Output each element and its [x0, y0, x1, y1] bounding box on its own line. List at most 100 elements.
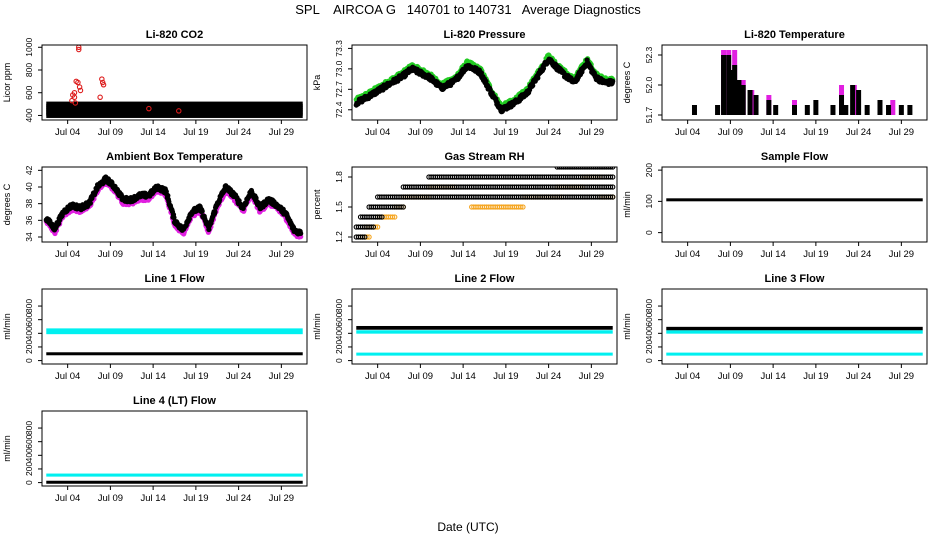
- series-primary: [353, 167, 616, 240]
- data-point: [212, 209, 218, 215]
- data-bar: [907, 105, 913, 115]
- data-point: [400, 204, 406, 210]
- plot-frame: [41, 410, 308, 487]
- series-primary: [353, 56, 616, 115]
- x-tick-label: Jul 09: [98, 127, 123, 138]
- data-bar: [864, 105, 870, 115]
- x-tick-label: Jul 24: [226, 127, 251, 138]
- data-point: [97, 94, 103, 101]
- y-tick-label: 52.3: [644, 46, 654, 63]
- data-bar: [898, 105, 904, 115]
- x-tick-label: Jul 09: [408, 371, 433, 382]
- plot-frame: [661, 44, 928, 121]
- x-tick-label: Jul 04: [365, 249, 390, 260]
- x-tick-label: Jul 19: [803, 127, 828, 138]
- series-primary: [46, 352, 303, 356]
- y-tick-label: 0: [24, 358, 34, 363]
- data-point: [607, 194, 614, 200]
- data-bar: [691, 105, 697, 115]
- panel-title: Sample Flow: [761, 151, 829, 163]
- data-bar: [740, 85, 746, 115]
- panel-title: Li-820 Pressure: [444, 29, 526, 41]
- x-tick-label: Jul 14: [450, 371, 475, 382]
- x-tick-label: Jul 24: [846, 371, 871, 382]
- data-bar: [753, 95, 759, 115]
- x-tick-label: Jul 09: [408, 127, 433, 138]
- data-bar: [839, 95, 845, 115]
- y-tick-label: 800: [24, 299, 34, 313]
- data-point: [607, 184, 614, 190]
- x-tick-label: Jul 14: [760, 127, 785, 138]
- x-tick-label: Jul 19: [493, 127, 518, 138]
- data-point: [99, 76, 105, 82]
- data-bar: [721, 55, 727, 115]
- panel-ylabel: ml/min: [2, 313, 12, 340]
- x-tick-label: Jul 04: [55, 127, 80, 138]
- x-tick-label: Jul 19: [183, 371, 208, 382]
- x-tick-label: Jul 29: [269, 127, 294, 138]
- data-bar: [877, 100, 883, 115]
- data-point: [75, 79, 81, 86]
- x-tick-label: Jul 04: [365, 371, 390, 382]
- data-point: [560, 167, 567, 170]
- x-tick-label: Jul 09: [98, 371, 123, 382]
- data-layer: [353, 167, 616, 240]
- y-tick-label: 200: [24, 462, 34, 476]
- x-tick-label: Jul 24: [846, 127, 871, 138]
- data-point: [298, 230, 304, 237]
- data-bar: [856, 90, 862, 115]
- data-point: [398, 204, 404, 210]
- data-bar: [830, 105, 836, 115]
- data-point: [377, 214, 383, 220]
- y-tick-label: 72.7: [334, 81, 344, 98]
- x-tick-label: Jul 14: [760, 249, 785, 260]
- series-tertiary: [666, 352, 923, 356]
- x-tick-label: Jul 24: [226, 249, 251, 260]
- data-point: [362, 234, 368, 240]
- panel-ylabel: Licor ppm: [2, 63, 12, 103]
- data-point: [605, 167, 612, 170]
- data-point: [77, 87, 84, 94]
- data-point: [567, 167, 573, 170]
- x-tick-label: Jul 09: [718, 127, 743, 138]
- data-band: [46, 473, 303, 477]
- panel-ylabel: kPa: [312, 75, 322, 91]
- panels-group: Li-820 CO2 Licor ppm Jul 04 Jul 09 Jul 14 Jul…: [2, 29, 928, 504]
- data-bar: [792, 105, 797, 115]
- data-layer: [43, 174, 304, 240]
- panel-title: Line 2 Flow: [455, 273, 515, 285]
- panel-sample-flow: Sample Flow ml/min Jul 04 Jul 09 Jul 14 Jul 1…: [622, 151, 928, 260]
- x-tick-label: Jul 24: [226, 493, 251, 504]
- data-point: [389, 214, 396, 220]
- data-point: [607, 167, 614, 170]
- data-band: [46, 328, 303, 335]
- data-band: [666, 326, 923, 331]
- x-tick-label: Jul 09: [718, 249, 743, 260]
- x-tick-label: Jul 24: [536, 249, 561, 260]
- data-point: [573, 167, 580, 170]
- panel-line2-flow: Line 2 Flow ml/min Jul 04 Jul 09 Jul 14 Jul 1…: [312, 273, 618, 382]
- y-tick-label: 34: [24, 232, 34, 242]
- data-layer: [666, 326, 923, 356]
- panel-line3-flow: Line 3 Flow ml/min Jul 04 Jul 09 Jul 14 Jul 1…: [622, 273, 928, 382]
- data-band: [356, 352, 613, 356]
- y-tick-label: 73.0: [334, 60, 344, 77]
- x-tick-label: Jul 09: [98, 249, 123, 260]
- y-tick-label: 400: [334, 326, 344, 340]
- panel-ylabel: ml/min: [622, 191, 632, 218]
- series-secondary: [356, 330, 613, 334]
- y-tick-label: 0: [334, 358, 344, 363]
- data-point: [580, 167, 586, 170]
- data-point: [610, 167, 616, 170]
- x-tick-label: Jul 14: [450, 249, 475, 260]
- x-tick-label: Jul 14: [760, 371, 785, 382]
- data-layer: [46, 328, 303, 356]
- plot-frame: [351, 166, 618, 243]
- y-tick-label: 400: [24, 326, 34, 340]
- y-tick-label: 600: [24, 434, 34, 448]
- data-point: [360, 234, 366, 240]
- x-tick-label: Jul 19: [183, 249, 208, 260]
- data-point: [71, 94, 78, 101]
- data-layer: [356, 325, 613, 356]
